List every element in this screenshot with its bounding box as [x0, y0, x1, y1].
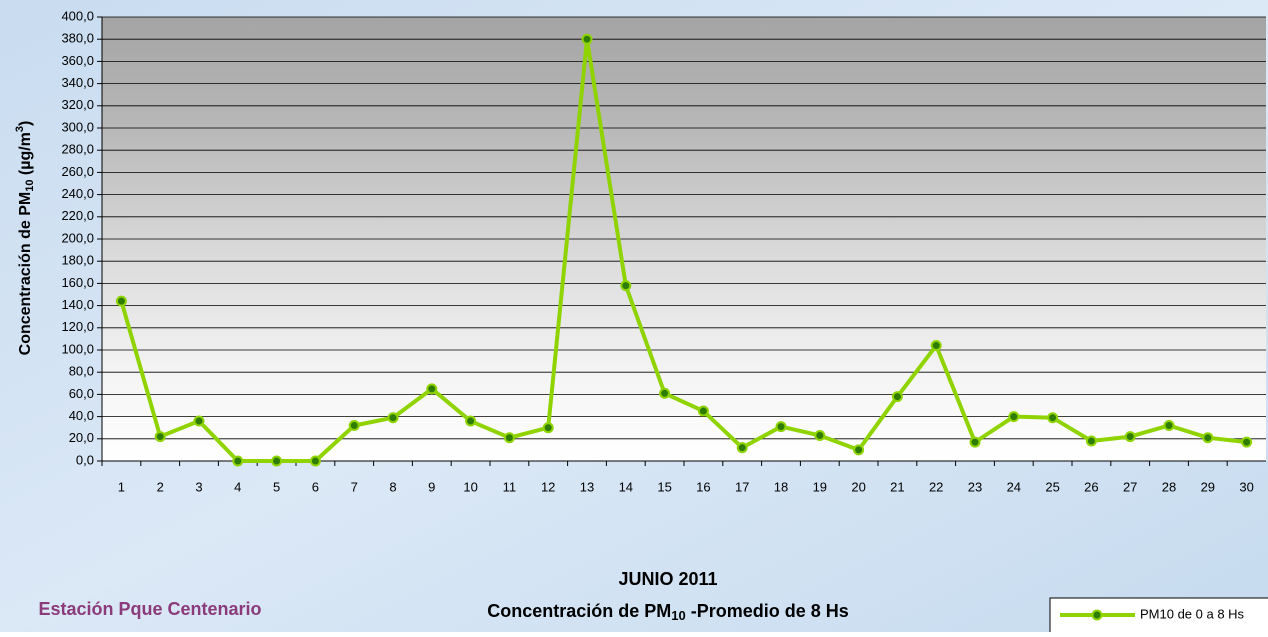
x-tick-label: 2 — [157, 479, 164, 494]
y-axis-title-part: Concentración de PM — [17, 192, 34, 356]
x-tick-label: 13 — [580, 479, 594, 494]
data-point — [389, 413, 398, 422]
data-point — [1242, 438, 1251, 447]
y-tick-label: 120,0 — [61, 319, 94, 334]
x-tick-label: 17 — [735, 479, 749, 494]
y-axis-title-part: (µg/m — [17, 132, 34, 179]
data-point — [738, 443, 747, 452]
x-tick-label: 16 — [696, 479, 710, 494]
legend-marker — [1093, 611, 1102, 620]
x-tick-label: 14 — [619, 479, 633, 494]
data-point — [1126, 432, 1135, 441]
y-tick-label: 0,0 — [76, 452, 94, 467]
x-tick-label: 9 — [428, 479, 435, 494]
y-tick-label: 40,0 — [69, 408, 94, 423]
data-point — [350, 421, 359, 430]
y-tick-label: 100,0 — [61, 341, 94, 356]
x-tick-label: 23 — [968, 479, 982, 494]
y-axis-title-sub: 10 — [24, 180, 36, 192]
y-axis-title-part: ) — [17, 121, 34, 126]
subtitle-part: Concentración de PM — [487, 601, 671, 621]
subtitle-sub: 10 — [671, 608, 685, 623]
chart: Concentración de PM10 (µg/m3) JUNIO 2011… — [0, 0, 1268, 632]
data-point — [699, 407, 708, 416]
data-point — [1203, 433, 1212, 442]
data-point — [660, 389, 669, 398]
subtitle-part: -Promedio de 8 Hs — [686, 601, 849, 621]
x-tick-label: 29 — [1201, 479, 1215, 494]
data-point — [427, 384, 436, 393]
x-tick-label: 24 — [1007, 479, 1021, 494]
x-tick-label: 26 — [1084, 479, 1098, 494]
data-point — [311, 457, 320, 466]
chart-subtitle: Concentración de PM10 -Promedio de 8 Hs — [487, 601, 849, 624]
data-point — [195, 417, 204, 426]
data-point — [932, 341, 941, 350]
chart-title: JUNIO 2011 — [618, 569, 717, 589]
data-point — [466, 417, 475, 426]
x-tick-label: 5 — [273, 479, 280, 494]
data-point — [893, 392, 902, 401]
y-tick-label: 360,0 — [61, 53, 94, 68]
data-point — [272, 457, 281, 466]
y-tick-label: 140,0 — [61, 297, 94, 312]
data-point — [233, 457, 242, 466]
x-tick-label: 30 — [1239, 479, 1253, 494]
y-axis-title: Concentración de PM10 (µg/m3) — [14, 121, 36, 356]
data-point — [583, 35, 592, 44]
y-tick-label: 240,0 — [61, 186, 94, 201]
x-tick-label: 15 — [657, 479, 671, 494]
y-tick-label: 260,0 — [61, 164, 94, 179]
y-tick-label: 300,0 — [61, 119, 94, 134]
data-point — [505, 433, 514, 442]
y-tick-label: 180,0 — [61, 253, 94, 268]
x-tick-label: 22 — [929, 479, 943, 494]
y-tick-label: 320,0 — [61, 97, 94, 112]
y-tick-label: 80,0 — [69, 364, 94, 379]
x-tick-label: 12 — [541, 479, 555, 494]
y-tick-label: 280,0 — [61, 142, 94, 157]
data-point — [854, 445, 863, 454]
data-point — [621, 281, 630, 290]
y-tick-label: 380,0 — [61, 31, 94, 46]
data-point — [156, 432, 165, 441]
data-point — [1009, 412, 1018, 421]
y-tick-label: 160,0 — [61, 275, 94, 290]
page: Concentración de PM10 (µg/m3) JUNIO 2011… — [0, 0, 1268, 632]
x-tick-label: 4 — [234, 479, 241, 494]
x-tick-label: 28 — [1162, 479, 1176, 494]
data-point — [117, 297, 126, 306]
y-tick-label: 20,0 — [69, 430, 94, 445]
x-tick-label: 20 — [851, 479, 865, 494]
x-tick-label: 1 — [118, 479, 125, 494]
data-point — [777, 422, 786, 431]
x-tick-label: 18 — [774, 479, 788, 494]
x-tick-label: 3 — [195, 479, 202, 494]
data-point — [1165, 421, 1174, 430]
data-point — [1087, 437, 1096, 446]
x-tick-label: 7 — [351, 479, 358, 494]
y-tick-label: 200,0 — [61, 230, 94, 245]
data-point — [544, 423, 553, 432]
y-tick-label: 60,0 — [69, 386, 94, 401]
x-tick-label: 27 — [1123, 479, 1137, 494]
y-tick-label: 400,0 — [61, 8, 94, 23]
x-tick-label: 19 — [813, 479, 827, 494]
data-point — [1048, 413, 1057, 422]
x-tick-label: 11 — [503, 479, 517, 494]
y-tick-label: 220,0 — [61, 208, 94, 223]
station-annotation: Estación Pque Centenario — [38, 599, 261, 619]
x-tick-label: 10 — [463, 479, 477, 494]
y-tick-label: 340,0 — [61, 75, 94, 90]
x-tick-label: 6 — [312, 479, 319, 494]
x-tick-label: 21 — [890, 479, 904, 494]
legend-label: PM10 de 0 a 8 Hs — [1140, 606, 1245, 621]
x-tick-label: 25 — [1045, 479, 1059, 494]
data-point — [815, 431, 824, 440]
data-point — [971, 438, 980, 447]
x-tick-label: 8 — [389, 479, 396, 494]
